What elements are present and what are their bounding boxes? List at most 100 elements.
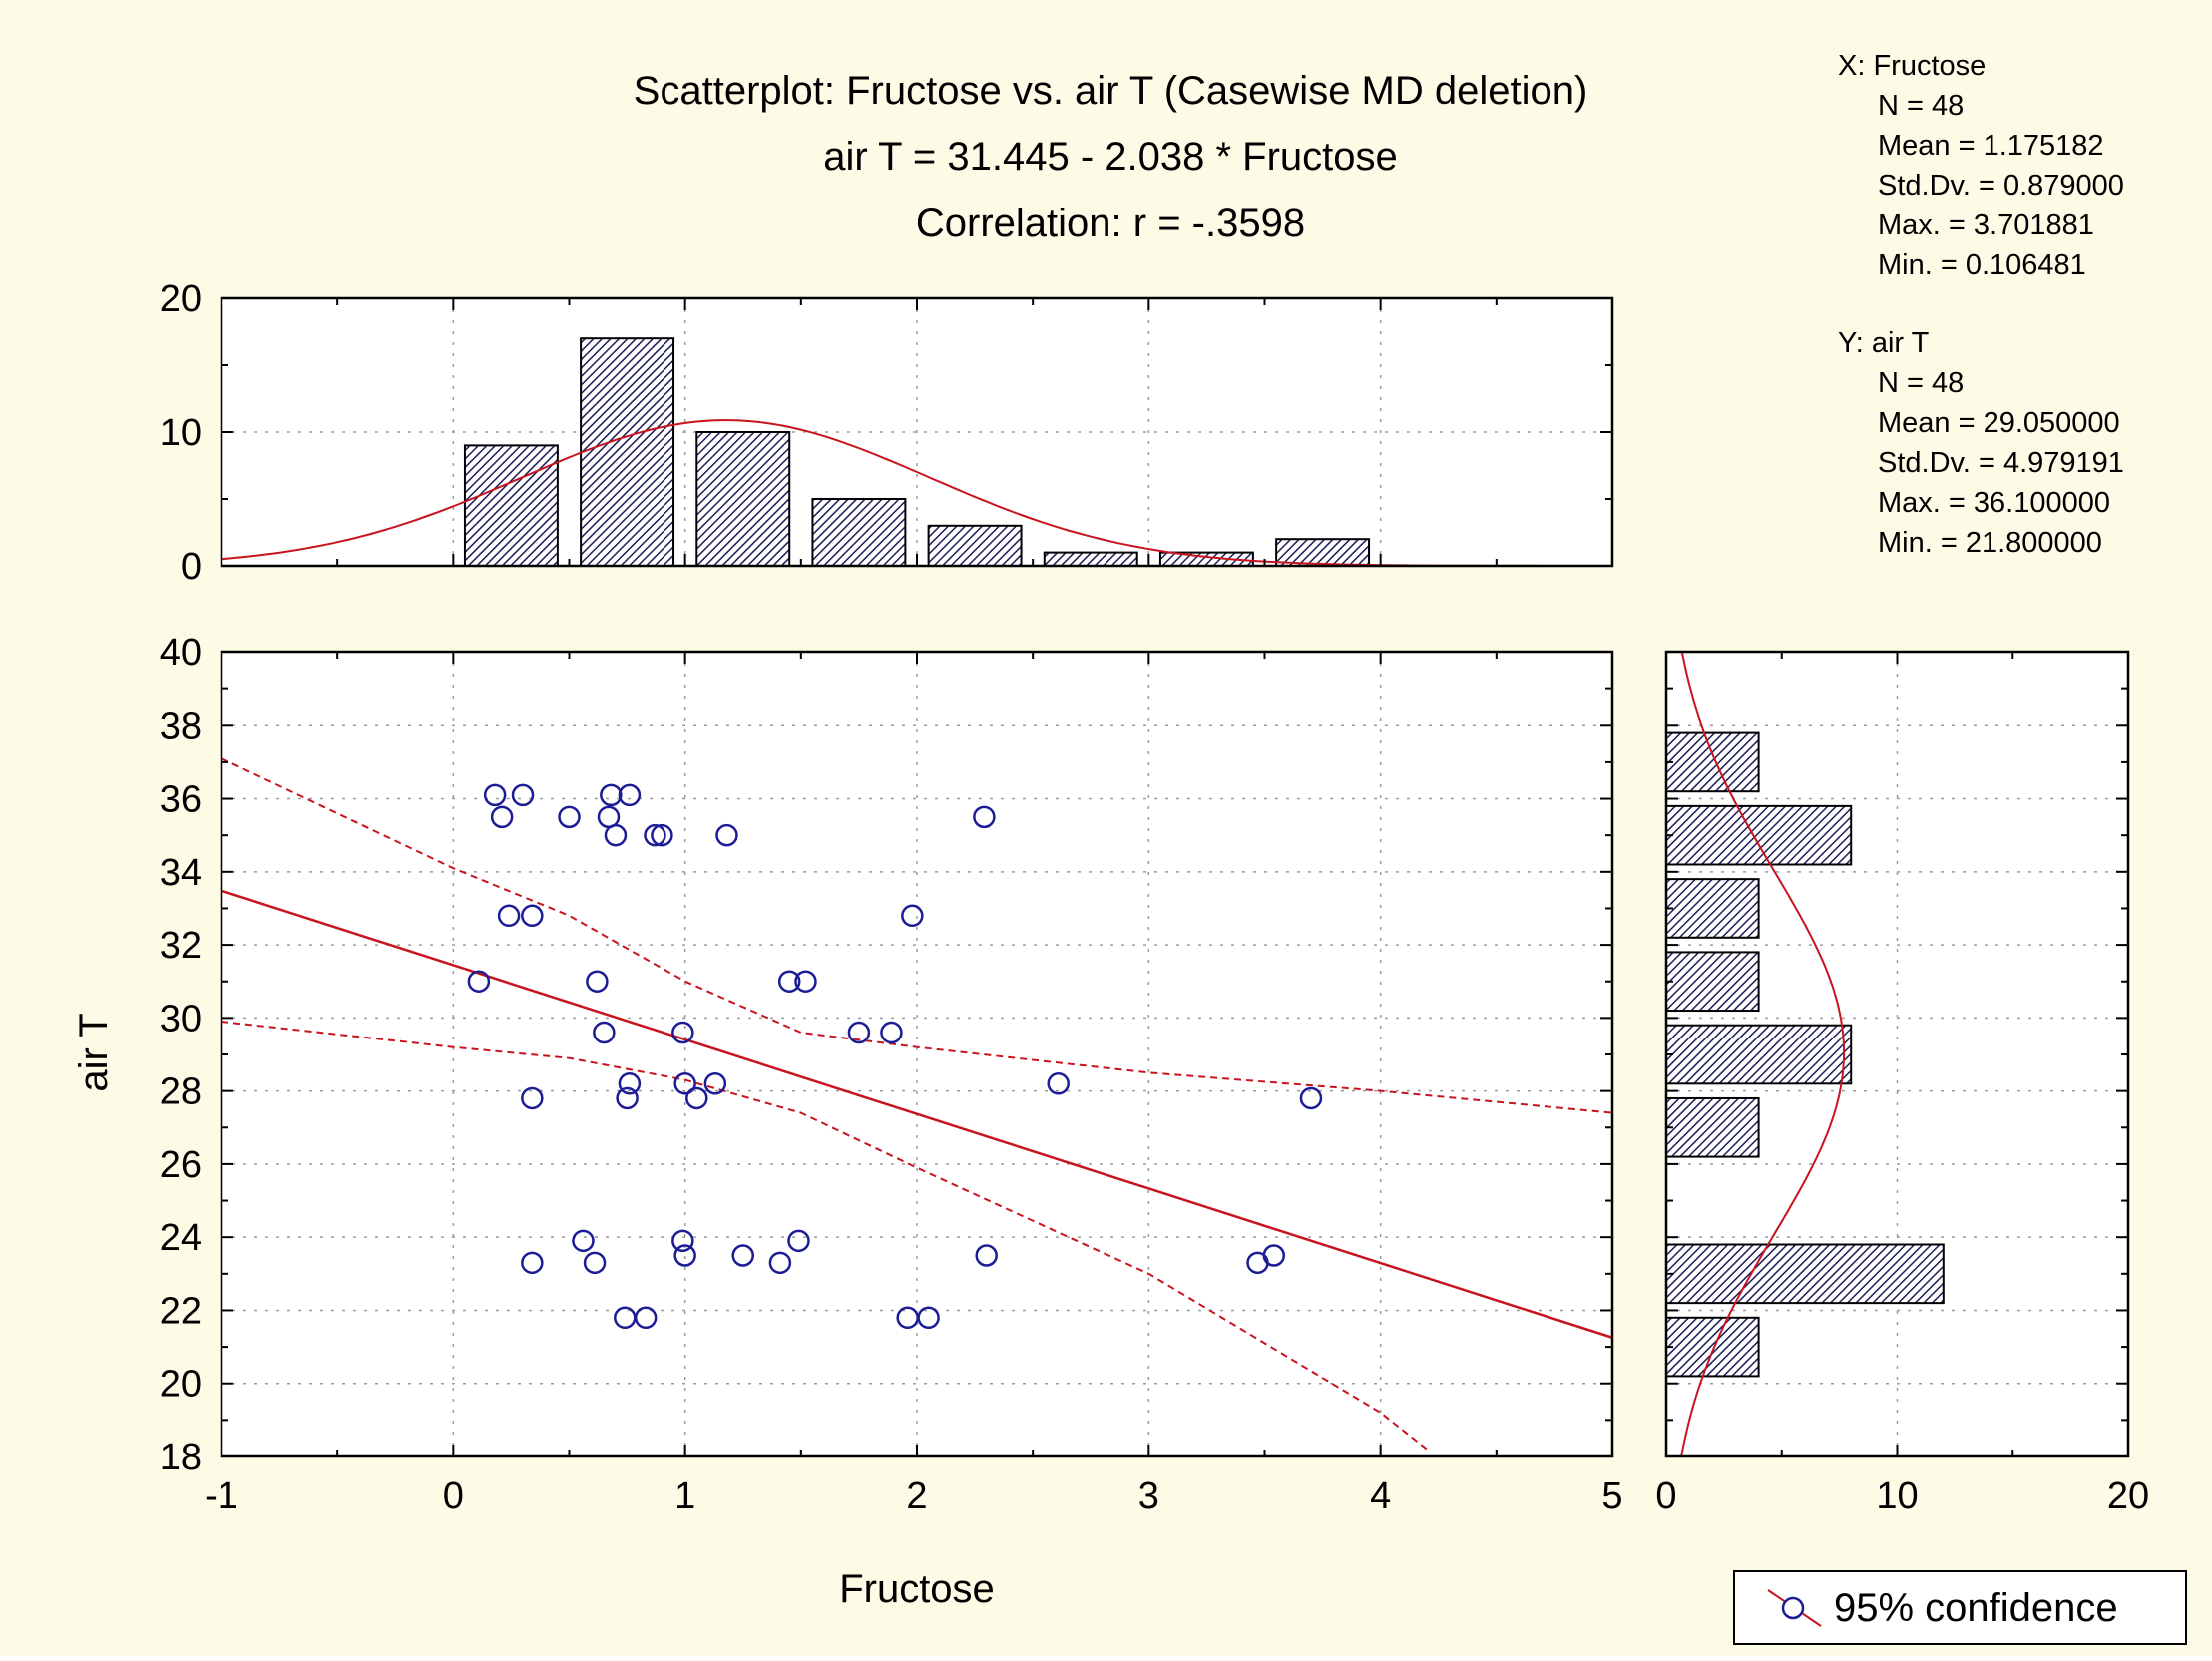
x-tick-label: 5 [1601, 1475, 1622, 1517]
data-point [880, 1021, 903, 1044]
x-tick-label: 2 [906, 1475, 927, 1517]
data-point [644, 823, 666, 847]
data-point [673, 1244, 696, 1267]
data-point [497, 904, 521, 928]
data-point [671, 1021, 694, 1044]
data-point [490, 805, 514, 829]
y-tick-label: 22 [160, 1290, 202, 1332]
data-point [483, 783, 507, 807]
data-point [847, 1021, 871, 1044]
chart-title: Scatterplot: Fructose vs. air T (Casewis… [634, 69, 1588, 113]
data-point [616, 1086, 639, 1110]
data-point [685, 1086, 708, 1110]
x-tick-label: -1 [205, 1475, 238, 1517]
data-point [558, 805, 581, 829]
data-point [593, 1021, 616, 1044]
data-point [794, 970, 817, 993]
data-point [671, 1229, 694, 1253]
y-stats-block: Y: air T N = 48 Mean = 29.050000 Std.Dv. =… [1838, 327, 2124, 559]
data-point [586, 970, 609, 993]
top-histogram-bar [463, 444, 559, 566]
main-grid [221, 652, 1612, 1456]
stats-line: N = 48 [1878, 367, 1964, 399]
data-point [521, 904, 544, 928]
stats-line: Std.Dv. = 0.879000 [1878, 170, 2124, 202]
right-histogram-grid [1666, 652, 2128, 1456]
main-plot-area [221, 652, 1612, 1456]
x-tick-label: 4 [1370, 1475, 1391, 1517]
y-tick-label: 26 [160, 1144, 202, 1186]
x-tick-label: 0 [443, 1475, 464, 1517]
y-tick-label: 28 [160, 1071, 202, 1113]
data-point [731, 1244, 754, 1267]
stats-line: Max. = 3.701881 [1878, 209, 2094, 241]
chart-subtitle: air T = 31.445 - 2.038 * Fructose [823, 135, 1398, 179]
stats-line: Min. = 0.106481 [1878, 249, 2086, 281]
y-tick-label: 40 [160, 632, 202, 674]
right-histogram-bar [1666, 731, 1760, 793]
right-x-tick-label: 0 [1655, 1475, 1676, 1517]
legend-marker-swatch [1781, 1596, 1805, 1620]
data-point [715, 823, 738, 847]
stats-line: Mean = 29.050000 [1878, 407, 2120, 439]
top-histogram-bar [1043, 551, 1138, 566]
x-tick-label: 1 [674, 1475, 695, 1517]
data-point [572, 1229, 595, 1253]
right-histogram-bar [1666, 951, 1760, 1013]
regression-line [221, 889, 1612, 1339]
right-histogram-bar [1666, 1024, 1853, 1085]
x-tick-label: 3 [1138, 1475, 1159, 1517]
data-point [973, 805, 996, 829]
y-stats-header: Y: air T [1838, 327, 1930, 359]
y-axis-label: air T [72, 1013, 116, 1091]
right-x-tick-label: 10 [1876, 1475, 1918, 1517]
x-stats-block: X: Fructose N = 48 Mean = 1.175182 Std.Dv.… [1838, 50, 2124, 281]
right-histogram-bar [1666, 804, 1853, 866]
regression-lines [221, 757, 1612, 1451]
top-y-tick-label: 10 [160, 412, 202, 454]
data-point [521, 1086, 544, 1110]
right-x-tick-label: 20 [2107, 1475, 2149, 1517]
correlation-label: Correlation: r = -.3598 [916, 202, 1305, 245]
y-tick-label: 18 [160, 1437, 202, 1478]
data-point [604, 823, 628, 847]
confidence-band-lower [221, 1021, 1428, 1451]
data-point [787, 1229, 810, 1253]
right-normal-curve [1680, 652, 1846, 1456]
data-point [1246, 1251, 1269, 1275]
data-point [618, 1072, 642, 1095]
right-histogram-bar [1666, 1243, 1945, 1305]
data-point [777, 970, 801, 993]
data-point [768, 1251, 792, 1275]
y-tick-label: 34 [160, 852, 202, 894]
y-tick-label: 36 [160, 779, 202, 821]
legend: 95% confidence [1733, 1570, 2187, 1645]
y-tick-label: 32 [160, 925, 202, 967]
right-histogram-bar [1666, 1316, 1760, 1378]
data-point [917, 1306, 940, 1330]
x-axis-label: Fructose [839, 1567, 995, 1611]
top-histogram-bar [927, 524, 1023, 566]
right-histogram-bars [1666, 731, 1945, 1378]
right-normal-curve-path [1680, 652, 1846, 1456]
y-tick-label: 24 [160, 1217, 202, 1259]
top-histogram-bar [695, 431, 791, 566]
top-histogram-bars [463, 337, 1371, 566]
y-tick-label: 30 [160, 998, 202, 1039]
data-point [511, 783, 535, 807]
data-point [1299, 1086, 1323, 1110]
data-point [618, 783, 642, 807]
data-point [600, 783, 623, 807]
legend-box [1733, 1570, 2187, 1645]
data-point [673, 1072, 696, 1095]
top-histogram-grid [221, 298, 1612, 566]
top-y-tick-label: 0 [181, 546, 202, 588]
data-points [467, 783, 1323, 1330]
stats-line: Std.Dv. = 4.979191 [1878, 447, 2124, 479]
stats-line: Mean = 1.175182 [1878, 130, 2104, 162]
x-stats-header: X: Fructose [1838, 50, 1986, 82]
data-point [975, 1244, 998, 1267]
